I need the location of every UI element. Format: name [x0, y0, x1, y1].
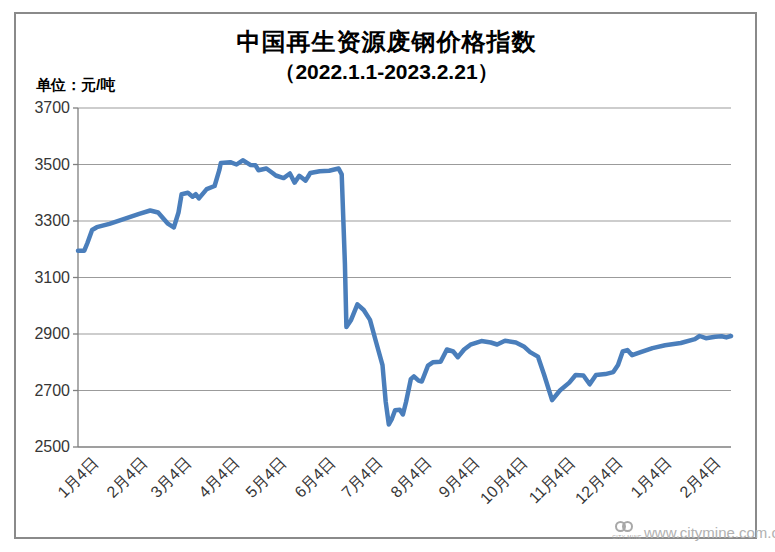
- logo-caption: CITY MINE: [612, 534, 642, 540]
- y-axis-label: 3300: [6, 212, 70, 230]
- y-axis-label: 3500: [6, 156, 70, 174]
- y-axis-label: 2500: [6, 438, 70, 456]
- watermark-url: www.citymine.com.cn: [644, 524, 775, 541]
- price-index-line: [78, 160, 731, 424]
- y-axis-label: 2700: [6, 382, 70, 400]
- y-axis-label: 3100: [6, 269, 70, 287]
- citymine-logo-icon: CITY MINE: [612, 519, 642, 545]
- y-axis-label: 3700: [6, 99, 70, 117]
- chart-canvas: 中国再生资源废钢价格指数 （2022.1.1-2023.2.21） 单位：元/吨…: [0, 0, 775, 552]
- logo-circle-right: [622, 521, 633, 532]
- watermark: CITY MINE www.citymine.com.cn: [612, 516, 762, 548]
- y-axis-label: 2900: [6, 325, 70, 343]
